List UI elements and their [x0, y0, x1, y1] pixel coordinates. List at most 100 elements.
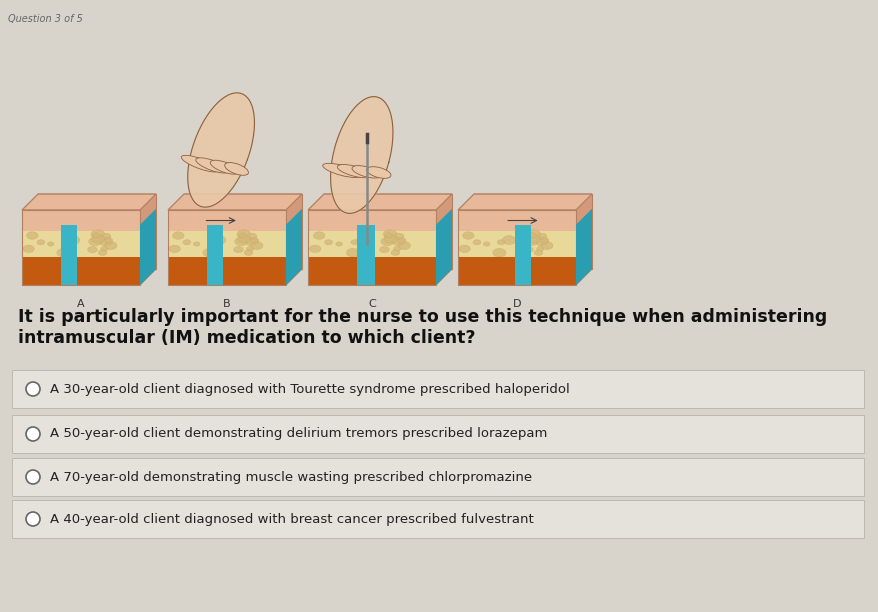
Bar	[168, 231, 285, 257]
Ellipse shape	[92, 233, 100, 237]
Text: D: D	[512, 299, 521, 309]
Polygon shape	[285, 209, 302, 285]
Polygon shape	[330, 97, 392, 214]
Ellipse shape	[104, 237, 112, 243]
Polygon shape	[168, 194, 302, 210]
Ellipse shape	[225, 163, 248, 175]
Text: B: B	[223, 299, 231, 309]
Ellipse shape	[244, 250, 253, 255]
Ellipse shape	[384, 235, 397, 243]
Ellipse shape	[392, 237, 405, 245]
Polygon shape	[435, 194, 451, 231]
Polygon shape	[140, 194, 155, 231]
Ellipse shape	[356, 236, 370, 244]
Ellipse shape	[380, 237, 393, 245]
Bar	[457, 210, 575, 231]
Ellipse shape	[540, 242, 552, 250]
Ellipse shape	[181, 155, 219, 172]
Ellipse shape	[238, 233, 246, 237]
Bar	[168, 210, 285, 231]
Ellipse shape	[536, 247, 543, 251]
Ellipse shape	[234, 247, 243, 253]
Bar	[307, 210, 435, 231]
Polygon shape	[307, 194, 451, 210]
Ellipse shape	[23, 245, 34, 253]
Ellipse shape	[237, 230, 250, 239]
Polygon shape	[285, 194, 302, 231]
Ellipse shape	[91, 235, 104, 243]
Ellipse shape	[183, 240, 191, 245]
Bar	[22, 231, 140, 257]
Ellipse shape	[99, 237, 112, 245]
Bar	[307, 231, 435, 257]
Ellipse shape	[207, 240, 214, 245]
Ellipse shape	[534, 250, 543, 255]
Ellipse shape	[493, 248, 506, 257]
Bar	[307, 210, 435, 285]
Ellipse shape	[196, 158, 228, 173]
Ellipse shape	[101, 233, 111, 239]
Ellipse shape	[193, 242, 199, 246]
Ellipse shape	[346, 248, 359, 257]
Ellipse shape	[337, 165, 371, 177]
Ellipse shape	[322, 163, 361, 177]
Ellipse shape	[313, 232, 325, 239]
FancyBboxPatch shape	[12, 458, 863, 496]
Ellipse shape	[351, 166, 381, 178]
Bar	[22, 210, 140, 285]
Polygon shape	[22, 194, 155, 210]
Polygon shape	[140, 215, 155, 257]
Ellipse shape	[462, 232, 473, 239]
FancyBboxPatch shape	[12, 370, 863, 408]
Ellipse shape	[88, 247, 97, 253]
Circle shape	[26, 427, 40, 441]
Ellipse shape	[37, 240, 45, 245]
Ellipse shape	[89, 237, 101, 245]
Ellipse shape	[528, 233, 536, 237]
Bar	[22, 257, 140, 285]
Ellipse shape	[540, 237, 548, 243]
Ellipse shape	[26, 232, 38, 239]
Polygon shape	[140, 241, 155, 285]
Ellipse shape	[536, 233, 546, 239]
Ellipse shape	[210, 160, 238, 174]
Ellipse shape	[104, 242, 117, 250]
Text: A 70-year-old demonstrating muscle wasting prescribed chlorpromazine: A 70-year-old demonstrating muscle wasti…	[50, 471, 531, 483]
Ellipse shape	[535, 237, 547, 245]
Ellipse shape	[526, 230, 540, 239]
Ellipse shape	[366, 166, 391, 178]
Ellipse shape	[483, 242, 489, 246]
Polygon shape	[457, 194, 591, 210]
Circle shape	[26, 382, 40, 396]
Ellipse shape	[250, 237, 258, 243]
Ellipse shape	[383, 230, 397, 239]
Polygon shape	[285, 215, 302, 257]
Polygon shape	[575, 241, 591, 285]
Ellipse shape	[245, 237, 257, 245]
Ellipse shape	[234, 237, 247, 245]
Ellipse shape	[527, 235, 540, 243]
Ellipse shape	[238, 235, 250, 243]
Ellipse shape	[47, 242, 54, 246]
Bar	[356, 225, 374, 285]
Text: A: A	[77, 299, 84, 309]
Circle shape	[26, 470, 40, 484]
Ellipse shape	[385, 233, 392, 237]
Ellipse shape	[172, 232, 184, 239]
Bar	[168, 210, 285, 285]
Ellipse shape	[393, 247, 400, 251]
Ellipse shape	[324, 240, 332, 245]
Ellipse shape	[472, 240, 480, 245]
Ellipse shape	[398, 237, 406, 243]
Ellipse shape	[502, 236, 515, 244]
Ellipse shape	[497, 240, 504, 245]
Text: A 40-year-old client diagnosed with breast cancer prescribed fulvestrant: A 40-year-old client diagnosed with brea…	[50, 512, 533, 526]
Text: It is particularly important for the nurse to use this technique when administer: It is particularly important for the nur…	[18, 308, 826, 347]
Bar	[168, 257, 285, 285]
Ellipse shape	[393, 233, 404, 239]
Ellipse shape	[391, 250, 399, 255]
Circle shape	[26, 512, 40, 526]
Polygon shape	[435, 241, 451, 285]
Ellipse shape	[101, 247, 108, 251]
Ellipse shape	[247, 233, 256, 239]
